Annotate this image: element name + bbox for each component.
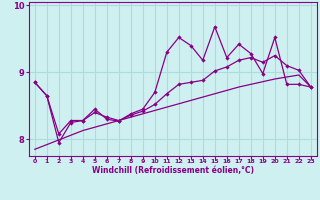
X-axis label: Windchill (Refroidissement éolien,°C): Windchill (Refroidissement éolien,°C) xyxy=(92,166,254,175)
